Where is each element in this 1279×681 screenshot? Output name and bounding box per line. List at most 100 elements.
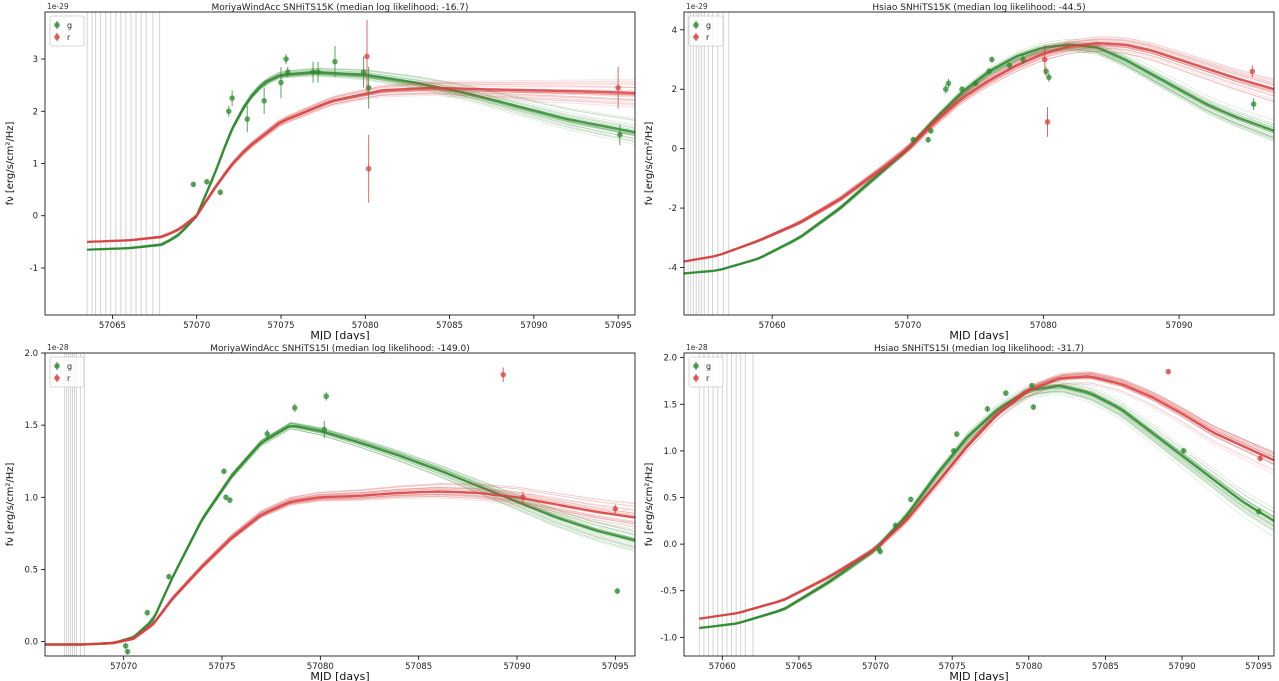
model-median-r	[699, 375, 1274, 620]
data-point-g	[984, 406, 991, 412]
legend-label-g: g	[67, 21, 72, 30]
x-tick-label: 57075	[267, 321, 294, 331]
data-point-g	[144, 609, 151, 616]
data-point-g	[204, 178, 210, 185]
data-point-g	[942, 86, 949, 93]
model-curve-g	[45, 424, 635, 646]
model-curve-g	[45, 422, 635, 645]
model-curves	[699, 371, 1274, 630]
chart-panel-2: 57060 57070 57080 57090 -4 -2 0 2 4 1e-29 Hsiao SN…	[639, 0, 1279, 340]
axis-scale-label: 1e-29	[686, 2, 708, 11]
data-point-r	[520, 494, 526, 501]
model-curve-r	[87, 79, 635, 243]
model-curve-g	[45, 423, 635, 645]
model-median-g	[699, 384, 1274, 630]
model-median-g	[87, 70, 635, 251]
model-curve-g	[45, 422, 635, 645]
data-point-g	[1030, 404, 1037, 410]
chart-svg-2: 57060 57070 57080 57090 -4 -2 0 2 4 1e-29 Hsiao SN…	[644, 2, 1275, 340]
data-point-g	[877, 548, 883, 555]
data-point-g	[1006, 62, 1013, 69]
legend-marker-g	[693, 363, 699, 369]
y-tick-label: 2.0	[24, 349, 38, 359]
legend-label-g: g	[706, 21, 711, 30]
legend-marker-g	[54, 22, 60, 28]
model-curve-g	[45, 428, 635, 646]
data-point-g	[283, 56, 289, 62]
model-median-g	[684, 43, 1274, 275]
data-point-g	[166, 573, 172, 580]
data-point-g	[614, 588, 621, 594]
legend-marker-g	[693, 22, 699, 28]
model-curve-r	[684, 36, 1274, 262]
model-curve-g	[45, 422, 635, 645]
observation-lines	[687, 12, 730, 315]
x-tick-label: 57085	[436, 321, 463, 331]
model-median-r	[87, 86, 635, 244]
data-point-g	[225, 108, 232, 115]
y-tick-label: 1.0	[663, 447, 677, 457]
chart-title: Hsiao SNHiTS15I (median log likelihood: …	[874, 344, 1084, 354]
data-point-g	[989, 56, 995, 63]
data-point-g	[229, 95, 235, 101]
model-curve-g	[45, 425, 635, 646]
model-median-r	[45, 490, 635, 646]
data-point-g	[1043, 68, 1049, 75]
model-curve-g	[45, 425, 635, 645]
model-curve-g	[684, 41, 1274, 274]
y-tick-label: -4	[669, 263, 677, 273]
model-curve-g	[699, 391, 1274, 629]
chart-panel-1: 57065 57070 57075 57080 57085 57090 57095 -1 0 1 2…	[0, 0, 640, 340]
data-point-g	[278, 79, 284, 86]
data-point-g	[925, 136, 931, 143]
model-curve-g	[45, 422, 635, 645]
model-curve-g	[87, 74, 635, 251]
data-point-g	[908, 496, 914, 503]
x-tick-label: 57075	[208, 662, 235, 672]
data-point-r	[1041, 56, 1048, 63]
x-tick-label: 57090	[503, 662, 530, 672]
model-curve-r	[87, 95, 635, 243]
model-curve-r	[87, 82, 635, 243]
legend-marker-r	[693, 375, 699, 381]
chart-panel-4: 57060 57065 57070 57075 57080 57085 57090 57095…	[639, 341, 1279, 681]
x-axis-label: MJD [days]	[310, 670, 369, 681]
chart-title: MoriyaWindAcc SNHiTS15I (median log like…	[210, 344, 470, 354]
x-tick-label: 57090	[1169, 662, 1196, 672]
y-tick-label: 0.0	[24, 638, 38, 648]
data-point-g	[360, 69, 367, 75]
model-curve-r	[87, 86, 635, 243]
x-tick-label: 57080	[307, 662, 334, 672]
model-curve-r	[684, 42, 1274, 262]
data-point-g	[321, 426, 328, 433]
x-tick-label: 57060	[709, 662, 736, 672]
data-point-g	[291, 405, 298, 411]
y-axis-label: fν [erg/s/cm²/Hz]	[5, 121, 16, 205]
x-tick-label: 57090	[1166, 321, 1193, 331]
model-curve-g	[87, 70, 635, 251]
y-tick-label: 1.0	[24, 493, 38, 503]
y-tick-label: 2.0	[663, 354, 677, 364]
data-point-r	[500, 371, 507, 378]
model-curve-r	[684, 40, 1274, 262]
legend-label-r: r	[67, 374, 71, 383]
model-curve-g	[87, 74, 635, 251]
model-curve-g	[45, 424, 635, 645]
x-tick-label: 57070	[183, 321, 210, 331]
chart-svg-4: 57060 57065 57070 57075 57080 57085 57090 57095…	[644, 343, 1275, 681]
data-point-g	[124, 648, 131, 655]
y-tick-label: 0	[672, 145, 677, 155]
data-point-g	[959, 86, 965, 93]
x-tick-label: 57090	[520, 321, 547, 331]
model-curve-g	[45, 425, 635, 646]
model-curves	[45, 421, 635, 646]
y-tick-label: 4	[672, 26, 677, 36]
observation-lines	[86, 12, 161, 315]
y-tick-label: 0.5	[663, 494, 677, 504]
legend-label-r: r	[706, 33, 710, 42]
legend: gr	[49, 356, 85, 388]
x-tick-label: 57065	[785, 662, 812, 672]
data-point-g	[261, 98, 267, 104]
model-curve-g	[45, 421, 635, 645]
data-point-r	[365, 165, 372, 172]
